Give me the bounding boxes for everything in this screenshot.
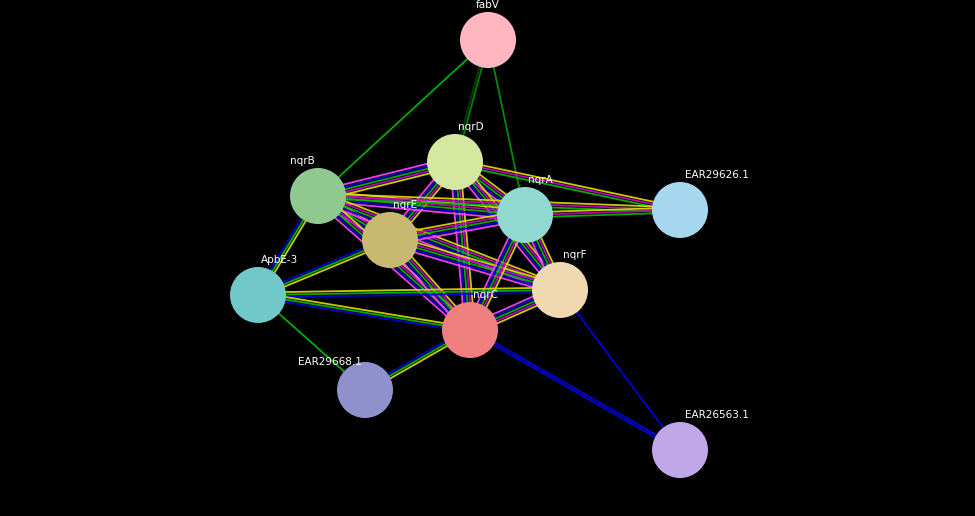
Ellipse shape	[442, 302, 498, 358]
Text: nqrA: nqrA	[528, 175, 553, 185]
Ellipse shape	[652, 422, 708, 478]
Ellipse shape	[230, 267, 286, 323]
Ellipse shape	[362, 212, 418, 268]
Text: nqrE: nqrE	[393, 200, 417, 210]
Text: nqrD: nqrD	[458, 122, 484, 132]
Text: nqrF: nqrF	[563, 250, 587, 260]
Ellipse shape	[497, 187, 553, 243]
Text: EAR29668.1: EAR29668.1	[298, 357, 362, 367]
Text: EAR26563.1: EAR26563.1	[685, 410, 749, 420]
Text: nqrB: nqrB	[291, 156, 315, 166]
Ellipse shape	[427, 134, 483, 190]
Ellipse shape	[460, 12, 516, 68]
Text: ApbE-3: ApbE-3	[261, 255, 298, 265]
Text: EAR29626.1: EAR29626.1	[685, 170, 749, 180]
Ellipse shape	[290, 168, 346, 224]
Text: nqrC: nqrC	[473, 290, 498, 300]
Text: fabV: fabV	[476, 0, 500, 10]
Ellipse shape	[337, 362, 393, 418]
Ellipse shape	[652, 182, 708, 238]
Ellipse shape	[532, 262, 588, 318]
